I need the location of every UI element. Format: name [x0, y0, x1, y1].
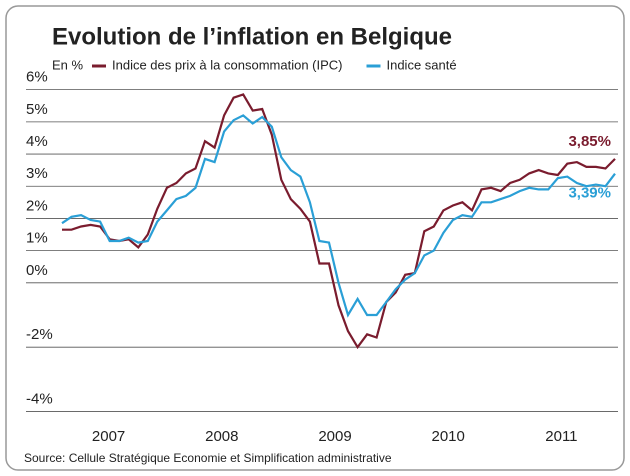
y-tick-label: 4%: [26, 133, 48, 150]
legend-label: Indice des prix à la consommation (IPC): [112, 57, 342, 72]
y-tick-label: 5%: [26, 101, 48, 118]
x-tick-label: 2011: [545, 428, 577, 445]
y-tick-label: 3%: [26, 165, 48, 182]
series-line: [61, 114, 616, 318]
frame: [5, 5, 625, 471]
x-tick-label: 2008: [205, 428, 238, 445]
source: Source: Cellule Stratégique Economie et …: [24, 451, 392, 465]
y-tick-label: 0%: [26, 262, 48, 279]
chart-title: Evolution de l’inflation en Belgique: [52, 23, 452, 50]
value-label: 3,85%: [568, 133, 611, 150]
legend-label: Indice santé: [386, 57, 456, 72]
x-tick-label: 2007: [92, 428, 125, 445]
y-tick-label: 6%: [26, 69, 48, 86]
y-axis-label: En %: [52, 57, 84, 72]
value-label: 3,39%: [568, 185, 611, 202]
y-tick-label: -2%: [26, 326, 53, 343]
y-tick-label: 1%: [26, 230, 48, 247]
x-tick-label: 2009: [318, 428, 351, 445]
x-tick-label: 2010: [432, 428, 465, 445]
y-tick-label: 2%: [26, 197, 48, 214]
y-tick-label: -4%: [26, 391, 53, 408]
series-line: [62, 93, 616, 350]
